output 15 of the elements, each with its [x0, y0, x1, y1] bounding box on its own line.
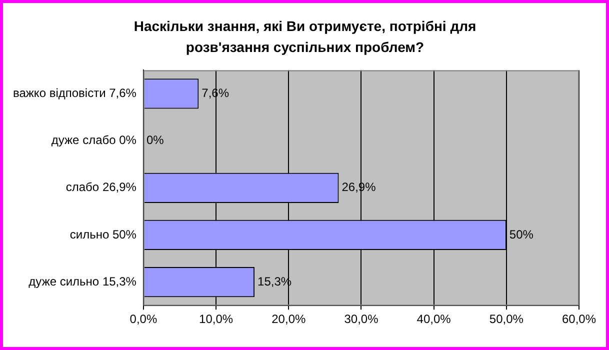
y-tick-label: дуже слабо 0% — [51, 133, 137, 148]
x-tick-label: 60,0% — [562, 312, 596, 326]
chart-title: Наскільки знання, які Ви отримуєте, потрібні для розв'язання суспільних проблем? — [132, 17, 478, 57]
x-tick-label: 0,0% — [130, 312, 158, 326]
y-tick-label: сильно 50% — [70, 227, 137, 242]
y-tick-label: важко відповісти 7,6% — [12, 86, 137, 100]
data-label: 50% — [509, 227, 534, 242]
y-tick-label: слабо 26,9% — [66, 180, 137, 194]
x-tick-label: 30,0% — [344, 312, 379, 326]
data-label: 0% — [146, 133, 164, 148]
x-tick-label: 10,0% — [199, 312, 234, 326]
x-tick-label: 40,0% — [416, 312, 452, 326]
x-tick-label: 50,0% — [489, 312, 524, 326]
x-tick-label: 20,0% — [272, 312, 306, 326]
y-tick-label: дуже сильно 15,3% — [28, 274, 137, 288]
